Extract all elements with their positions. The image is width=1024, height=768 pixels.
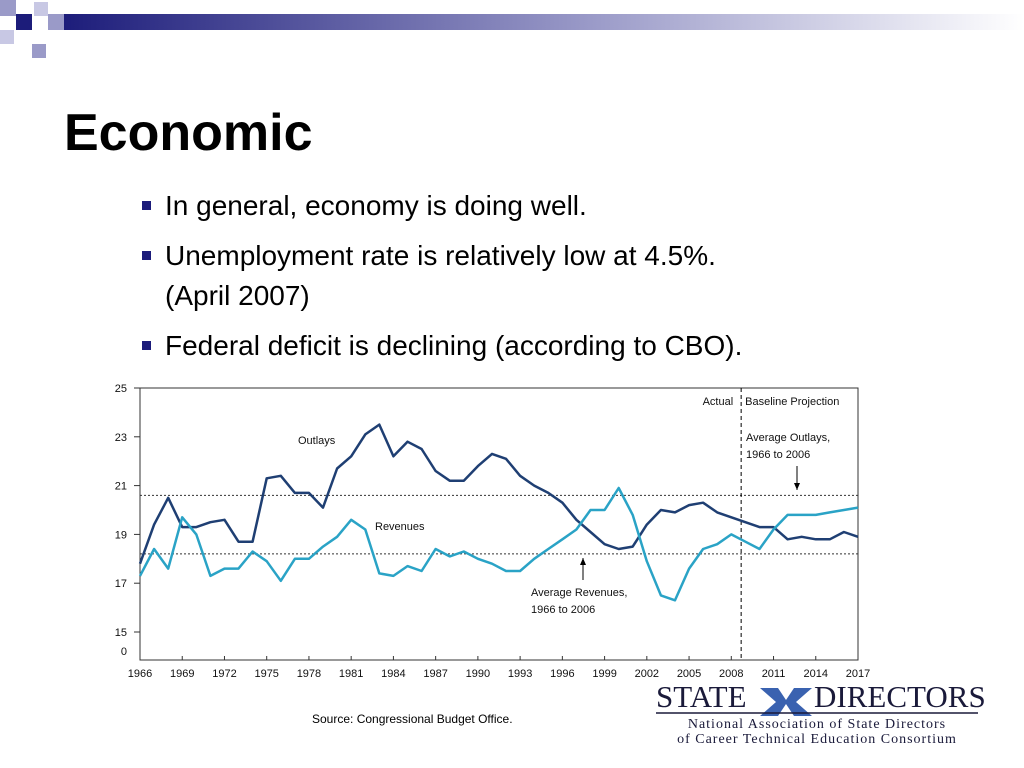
x-tick-label: 1999: [592, 668, 616, 680]
bullet-text: In general, economy is doing well.: [165, 190, 587, 221]
x-tick-label: 1987: [423, 668, 447, 680]
bullet-marker: [142, 341, 151, 350]
x-tick-label: 1984: [381, 668, 405, 680]
divider-label: Actual: [703, 396, 734, 408]
arrow-head: [580, 558, 586, 565]
series-label: Revenues: [375, 521, 425, 533]
series-line: [138, 423, 859, 565]
annotation: 1966 to 2006: [531, 604, 595, 616]
y-break-label: 0: [121, 646, 127, 658]
x-tick-label: 1990: [466, 668, 490, 680]
y-tick-label: 25: [115, 383, 127, 395]
series-label: Outlays: [298, 435, 336, 447]
x-tick-label: 1996: [550, 668, 574, 680]
x-tick-label: 1969: [170, 668, 194, 680]
divider-label: Baseline Projection: [745, 396, 839, 408]
top-bar: [60, 14, 1024, 30]
y-tick-label: 17: [115, 578, 127, 590]
bullet-marker: [142, 201, 151, 210]
x-tick-label: 2008: [719, 668, 743, 680]
arrow-head: [794, 483, 800, 490]
bullet-text: Unemployment rate is relatively low at 4…: [165, 240, 716, 271]
x-tick-label: 1975: [254, 668, 278, 680]
slide-title: Economic: [64, 104, 313, 162]
x-tick-label: 1981: [339, 668, 363, 680]
y-tick-label: 23: [115, 432, 127, 444]
bullet-text: (April 2007): [165, 280, 310, 311]
logo-right: DIRECTORS: [814, 679, 986, 714]
logo-line: of Career Technical Education Consortium: [677, 732, 957, 747]
logo-emblem: [760, 688, 812, 716]
x-tick-label: 2014: [804, 668, 828, 680]
x-tick-label: 1978: [297, 668, 321, 680]
x-tick-label: 2005: [677, 668, 701, 680]
y-tick-label: 15: [115, 627, 127, 639]
x-tick-label: 1993: [508, 668, 532, 680]
annotation: Average Outlays,: [746, 432, 830, 444]
y-tick-label: 19: [115, 529, 127, 541]
x-tick-label: 1966: [128, 668, 152, 680]
plot-frame: [139, 387, 859, 661]
logo: STATE DIRECTORS: [656, 679, 986, 716]
bullet-marker: [142, 251, 151, 260]
annotation: Average Revenues,: [531, 587, 627, 599]
logo-line: National Association of State Directors: [688, 717, 946, 732]
x-tick-label: 2017: [846, 668, 870, 680]
logo-left: STATE: [656, 679, 747, 714]
series-line: [138, 486, 859, 602]
annotation: 1966 to 2006: [746, 449, 810, 461]
y-tick-label: 21: [115, 481, 127, 493]
x-tick-label: 2011: [762, 668, 786, 680]
bullet-text: Federal deficit is declining (according …: [165, 330, 742, 361]
x-tick-label: 1972: [212, 668, 236, 680]
source-note: Source: Congressional Budget Office.: [312, 712, 513, 726]
corner-squares: [0, 0, 64, 58]
x-tick-label: 2002: [635, 668, 659, 680]
